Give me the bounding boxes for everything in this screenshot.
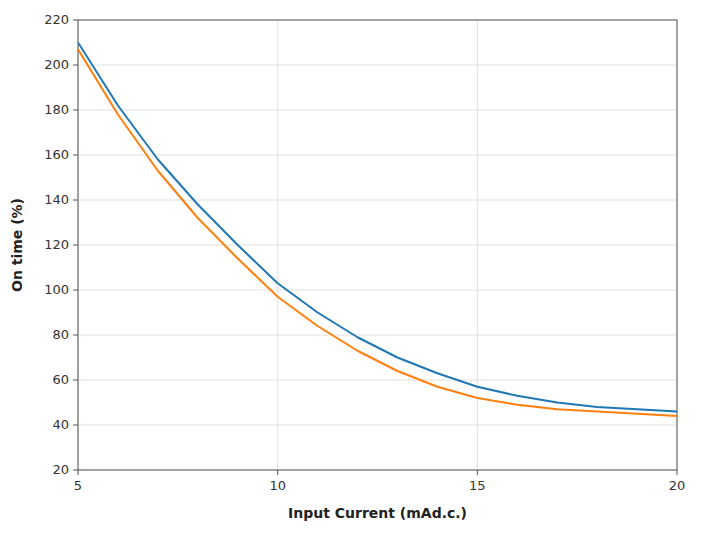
plot-frame — [78, 20, 677, 470]
tick-mark — [677, 470, 678, 475]
tick-mark — [73, 65, 78, 66]
tick-label: 160 — [44, 147, 69, 162]
grid-line — [277, 20, 278, 470]
tick-label: 140 — [44, 192, 69, 207]
tick-mark — [73, 245, 78, 246]
tick-mark — [73, 110, 78, 111]
grid — [78, 20, 677, 470]
tick-label: 60 — [52, 372, 69, 387]
tick-label: 120 — [44, 237, 69, 252]
tick-mark — [78, 470, 79, 475]
tick-label: 100 — [44, 282, 69, 297]
tick-mark — [477, 470, 478, 475]
lines — [78, 43, 677, 417]
tick-label: 180 — [44, 102, 69, 117]
grid-line — [78, 110, 677, 111]
grid-line — [78, 245, 677, 246]
x-axis-label: Input Current (mAd.c.) — [288, 505, 467, 521]
tick-label: 20 — [669, 478, 686, 493]
tick-mark — [73, 200, 78, 201]
tick-mark — [73, 335, 78, 336]
tick-label: 40 — [52, 417, 69, 432]
tick-label: 5 — [74, 478, 82, 493]
y-axis-label: On time (%) — [9, 198, 25, 292]
tick-mark — [73, 155, 78, 156]
grid-line — [78, 380, 677, 381]
tick-mark — [73, 380, 78, 381]
tick-mark — [73, 470, 78, 471]
tick-mark — [73, 425, 78, 426]
tick-mark — [73, 20, 78, 21]
tick-label: 80 — [52, 327, 69, 342]
tick-label: 220 — [44, 12, 69, 27]
tick-label: 10 — [269, 478, 286, 493]
chart: 20 40 60 80 100 120 140 160 180 200 220 5 10 15 20 Inpu… — [0, 0, 701, 534]
grid-line — [78, 200, 677, 201]
grid-line — [78, 425, 677, 426]
line — [78, 43, 677, 412]
grid-line — [78, 155, 677, 156]
tick-mark — [277, 470, 278, 475]
grid-line — [78, 290, 677, 291]
grid-line — [477, 20, 478, 470]
axes: 20 40 60 80 100 120 140 160 180 200 220 5 10 15 20 — [44, 12, 685, 494]
tick-label: 20 — [52, 462, 69, 477]
tick-label: 200 — [44, 57, 69, 72]
line — [78, 49, 677, 416]
grid-line — [78, 65, 677, 66]
grid-line — [78, 335, 677, 336]
tick-mark — [73, 290, 78, 291]
tick-label: 15 — [469, 478, 486, 493]
